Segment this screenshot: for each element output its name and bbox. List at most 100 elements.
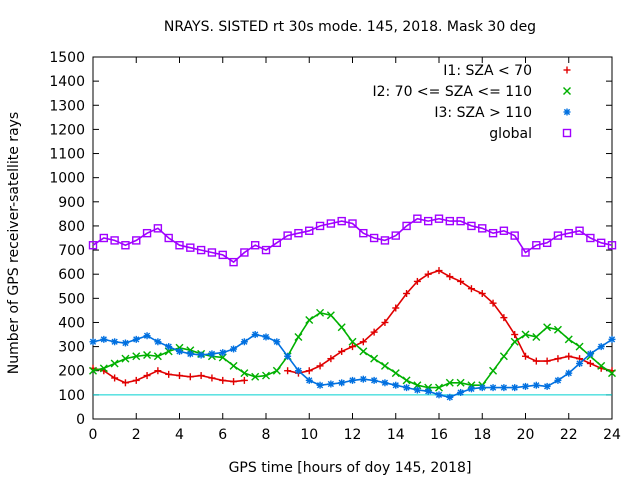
series-3-point xyxy=(142,228,152,238)
series-3-point-box xyxy=(553,231,563,240)
series-3-point-box xyxy=(186,243,195,252)
series-1-point xyxy=(262,371,270,380)
y-tick-label: 100 xyxy=(58,388,85,404)
series-3-point xyxy=(359,228,368,238)
series-2-point xyxy=(424,387,432,395)
series-3-point xyxy=(283,231,292,240)
series-2-point xyxy=(305,376,313,384)
series-2-point-d2 xyxy=(208,350,216,357)
series-3-point xyxy=(305,226,314,235)
series-3-point xyxy=(380,236,390,245)
series-0-point xyxy=(467,285,475,293)
series-0-point xyxy=(370,328,378,336)
series-2-point xyxy=(132,335,140,343)
series-3-point xyxy=(337,216,346,226)
series-1-point-d2 xyxy=(402,376,411,385)
series-3-point-box xyxy=(250,241,260,250)
series-3-point-box xyxy=(110,236,119,245)
x-tick-label: 18 xyxy=(473,427,491,443)
series-1-point xyxy=(575,342,584,351)
series-1-point xyxy=(608,369,616,378)
series-3-point-box xyxy=(521,248,530,257)
series-2-point-d2 xyxy=(122,339,129,347)
series-2-point xyxy=(240,338,248,346)
series-3-point-box xyxy=(132,236,141,245)
y-tick-label: 900 xyxy=(58,195,85,211)
series-2-point xyxy=(413,386,421,394)
series-3-point-box xyxy=(153,224,163,233)
series-3-point-box xyxy=(607,241,617,250)
series-3-point xyxy=(445,216,455,226)
series-2-point xyxy=(500,384,508,392)
series-3-point-box xyxy=(196,245,206,255)
series-3-point xyxy=(532,241,541,250)
series-3-point xyxy=(175,241,184,250)
series-3-point-box xyxy=(596,238,606,248)
series-1-point xyxy=(294,332,303,341)
series-3-point xyxy=(261,245,271,255)
series-1-point xyxy=(89,366,97,375)
series-1-point-d2 xyxy=(521,330,530,339)
series-3-point-box xyxy=(532,241,541,250)
series-1-point xyxy=(326,311,335,320)
series-1-point xyxy=(359,347,368,356)
series-2-point-d2 xyxy=(230,345,237,353)
series-2-point-d2 xyxy=(273,338,280,345)
series-0-point xyxy=(111,374,119,382)
series-1-point xyxy=(348,337,357,346)
x-tick-label: 4 xyxy=(175,427,184,443)
series-1-point xyxy=(240,369,249,378)
series-1-point-d2 xyxy=(424,383,433,392)
series-3-point xyxy=(369,233,379,243)
series-3-point xyxy=(250,241,260,250)
series-3-point xyxy=(456,216,465,226)
series-0-point xyxy=(435,267,443,275)
series-1-point xyxy=(456,378,465,387)
legend-marker-1 xyxy=(563,87,571,95)
series-3-point-box xyxy=(142,228,152,238)
series-2-point xyxy=(154,338,162,346)
y-tick-label: 400 xyxy=(58,315,85,331)
series-0-point xyxy=(121,379,129,387)
series-3-point xyxy=(499,226,509,235)
series-2-point xyxy=(219,349,227,357)
legend-label-0: I1: SZA < 70 xyxy=(443,63,532,79)
series-1-point xyxy=(229,361,238,370)
y-tick-label: 0 xyxy=(76,412,85,428)
series-3-point-box xyxy=(175,241,184,250)
series-1-point xyxy=(499,352,508,361)
series-3-segment-0-line xyxy=(92,217,613,264)
series-3-point-box xyxy=(402,221,411,231)
series-1-point-d2 xyxy=(110,359,119,368)
series-3-point xyxy=(607,241,617,250)
series-2-point xyxy=(511,384,519,392)
series-0-point xyxy=(586,359,594,367)
series-0-point xyxy=(143,372,151,380)
y-tick-label: 1000 xyxy=(49,171,85,187)
series-2-point xyxy=(446,393,454,401)
legend-marker-3-box xyxy=(562,128,572,138)
series-3-point-box xyxy=(240,248,249,257)
series-1-point-d2 xyxy=(337,323,346,332)
series-0-point xyxy=(327,355,335,363)
series-1-point-d2 xyxy=(510,337,519,346)
series-2-point xyxy=(262,333,270,341)
y-tick-label: 1500 xyxy=(49,50,85,66)
series-0-point xyxy=(532,357,540,365)
series-3-point xyxy=(207,248,217,257)
series-3-point xyxy=(391,231,400,240)
series-2-point-d2 xyxy=(349,377,356,384)
series-1-point-d2 xyxy=(456,378,465,387)
series-2-point-d2 xyxy=(414,386,421,394)
series-3-point xyxy=(88,241,98,250)
series-0-point xyxy=(446,273,454,281)
series-2-point xyxy=(565,369,573,377)
series-0-point xyxy=(424,270,432,278)
series-1-point-d2 xyxy=(326,311,335,320)
series-3-point-box xyxy=(391,231,400,240)
series-0-point xyxy=(511,331,519,339)
series-2-point-d2 xyxy=(489,384,497,391)
series-2-point xyxy=(597,343,605,351)
series-3-point-box xyxy=(164,233,173,243)
